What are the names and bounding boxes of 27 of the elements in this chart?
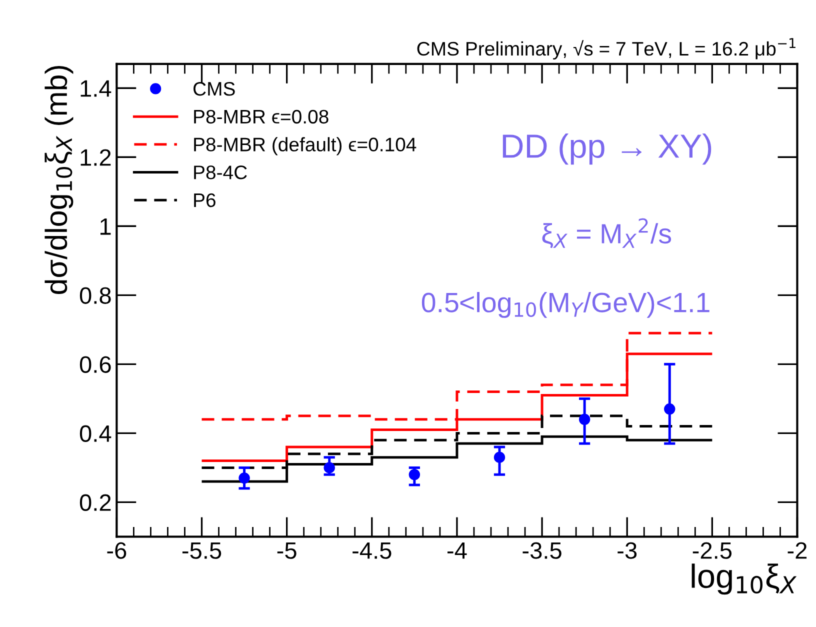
y-tick-label: 1.4 [80,80,112,97]
y-axis-title: dσ/dlog$_{10}$ξ$_{X}$ (mb) [44,66,74,294]
x-tick-label: -5 [277,542,296,559]
annotation: 0.5<log$_{10}$(M$_{Y}$/GeV)<1.1 [422,292,710,318]
x-tick-label: -2 [788,542,807,559]
x-tick-label: -5.5 [182,542,222,559]
y-tick-label: 1.2 [80,149,111,166]
x-tick-label: -4.5 [352,542,392,559]
x-tick-label: -6 [107,542,126,559]
annotation: DD (pp → XY) [502,134,712,165]
legend-label: P8-4C [194,166,247,180]
x-axis-title: log$_{10}$ξ$_{X}$ [692,564,797,595]
y-tick-label: 0.4 [80,425,112,442]
legend-label: P6 [194,193,216,208]
y-tick-label: 1 [100,218,111,235]
y-tick-label: 0.6 [80,356,111,373]
x-tick-label: -3.5 [522,542,562,559]
y-tick-label: 0.2 [80,494,111,511]
x-tick-label: -3 [618,542,637,559]
legend-label: P8-MBR (default) ϵ=0.104 [194,137,416,156]
chart-title: CMS Preliminary, √s = 7 TeV, L = 16.2 μb$^{−1}$ [417,38,796,60]
legend-label: P8-MBR ϵ=0.08 [194,110,328,124]
annotation: ξ$_{X}$ = M$_{X}$$^{2}$/s [542,218,672,248]
x-tick-label: -2.5 [692,542,732,559]
x-tick-label: -4 [448,542,467,559]
legend-label: CMS [194,82,235,96]
y-tick-label: 0.8 [80,287,111,304]
